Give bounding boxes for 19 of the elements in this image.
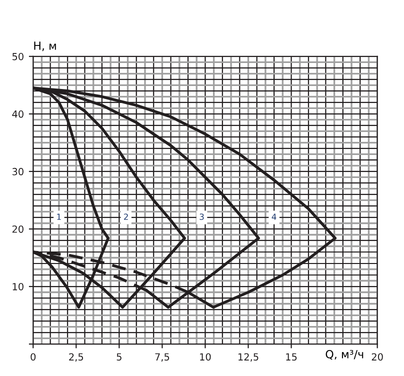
x-tick-label: 5 — [116, 353, 122, 361]
y-tick-label: 20 — [12, 225, 24, 233]
x-tick-label: 7,5 — [155, 353, 170, 362]
annotation: 1 — [57, 214, 61, 220]
x-tick-label: 12,5 — [238, 353, 258, 362]
y-axis-title: Н, м — [34, 42, 56, 52]
annotation: 3 — [200, 214, 204, 220]
y-tick-label: 50 — [12, 52, 24, 60]
x-tick-label: 10 — [200, 353, 211, 361]
y-tick-label: 10 — [12, 282, 24, 290]
annotation: 2 — [124, 214, 128, 220]
y-tick-label: 30 — [12, 168, 24, 176]
y-tick-label: 40 — [12, 110, 24, 118]
x-tick-label: 20 — [372, 353, 383, 361]
x-tick-label: 2,5 — [69, 353, 84, 362]
x-axis-title: Q, м³/ч — [326, 350, 364, 360]
x-tick-label: 15 — [286, 353, 297, 361]
annotation: 4 — [272, 214, 276, 220]
x-tick-label: 0 — [30, 353, 36, 361]
